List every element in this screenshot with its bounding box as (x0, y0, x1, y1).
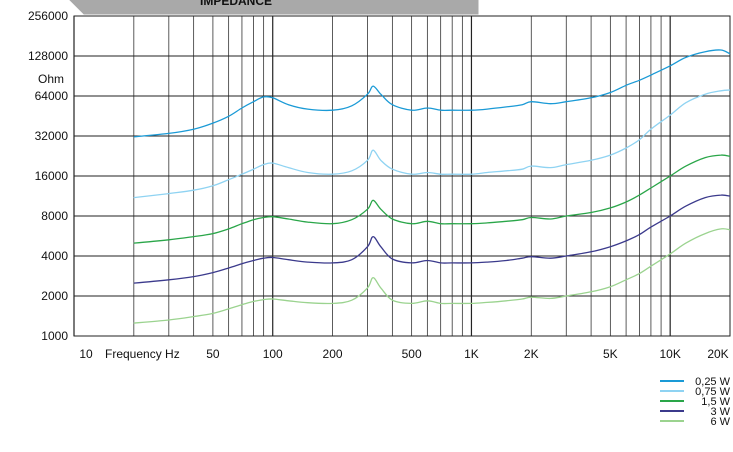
chart-title-tab: IMPEDANCE (69, 0, 479, 15)
title-tab-shape (69, 0, 479, 15)
y-tick-label: 16000 (35, 169, 69, 183)
series-line-4 (133, 194, 731, 284)
legend-label: 1,5 W (701, 396, 730, 408)
y-tick-label: 256000 (28, 9, 68, 23)
y-tick-label: 4000 (41, 249, 68, 263)
plot-area-border (73, 15, 731, 337)
y-axis-label: Ohm (38, 72, 64, 86)
series-line-1 (133, 49, 731, 138)
x-tick-label: 500 (402, 347, 422, 361)
x-axis-label: Frequency Hz (105, 347, 180, 361)
x-tick-label: 10K (659, 347, 680, 361)
legend-label: 3 W (710, 406, 730, 418)
y-tick-label: 1000 (41, 329, 68, 343)
legend-label: 0,25 W (695, 376, 730, 388)
y-tick-label: 2000 (41, 289, 68, 303)
chart-title: IMPEDANCE (200, 0, 272, 8)
series-line-3 (133, 154, 731, 244)
legend-label: 6 W (710, 416, 730, 428)
x-tick-label: 200 (323, 347, 343, 361)
y-tick-label: 8000 (41, 209, 68, 223)
series-line-5 (133, 228, 731, 324)
x-tick-label: 50 (206, 347, 220, 361)
y-tick-labels: 1000 2000 4000 8000 16000 32000 64000 128000 256… (28, 9, 68, 343)
series-line-2 (133, 89, 731, 199)
x-tick-label: 2K (524, 347, 539, 361)
x-tick-label: 1K (464, 347, 479, 361)
x-tick-label: 5K (603, 347, 618, 361)
y-tick-label: 32000 (35, 129, 69, 143)
chart-series (133, 49, 731, 324)
x-tick-label: 10 (79, 347, 93, 361)
x-tick-label: 20K (707, 347, 728, 361)
x-tick-label: 100 (263, 347, 283, 361)
chart-grid (73, 15, 731, 337)
legend-label: 0,75 W (695, 386, 730, 398)
y-tick-label: 128000 (28, 49, 68, 63)
chart-legend: 0,25 W0,75 W1,5 W3 W6 W (660, 376, 731, 428)
y-tick-label: 64000 (35, 89, 69, 103)
x-tick-labels: 10 50 100 200 500 1K 2K 5K 10K 20K (79, 347, 728, 361)
